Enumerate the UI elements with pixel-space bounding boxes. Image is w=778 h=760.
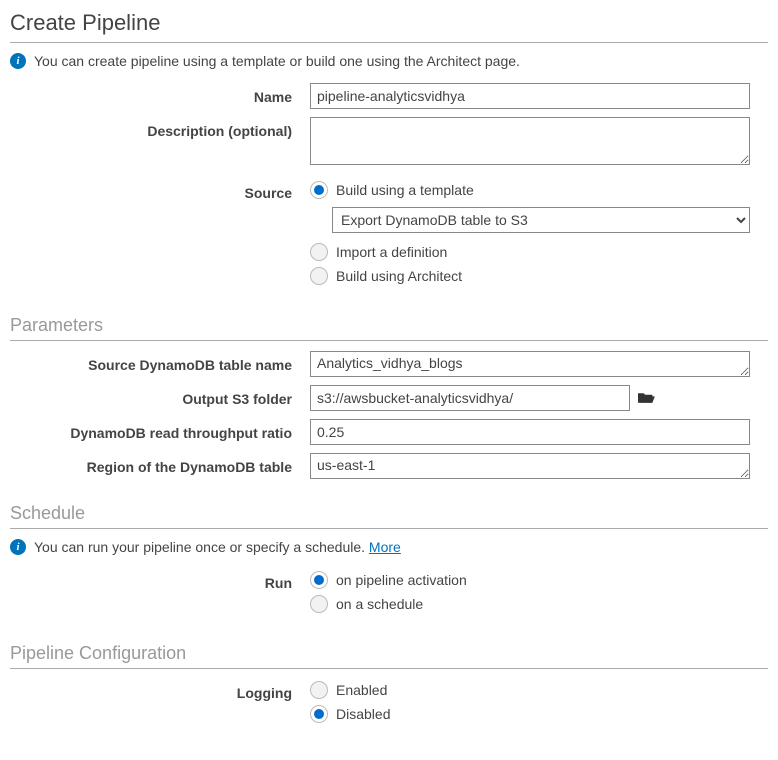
parameters-header: Parameters — [10, 315, 768, 336]
source-label: Source — [10, 179, 310, 291]
description-textarea[interactable] — [310, 117, 750, 165]
radio-icon — [310, 571, 328, 589]
schedule-header: Schedule — [10, 503, 768, 524]
schedule-info: i You can run your pipeline once or spec… — [10, 539, 768, 555]
param-throughput-label: DynamoDB read throughput ratio — [10, 419, 310, 445]
schedule-info-text: You can run your pipeline once or specif… — [34, 539, 369, 555]
config-header: Pipeline Configuration — [10, 643, 768, 664]
page-title: Create Pipeline — [10, 10, 768, 36]
source-radio-import[interactable]: Import a definition — [310, 243, 768, 261]
radio-label: on a schedule — [336, 596, 423, 612]
run-radio-schedule[interactable]: on a schedule — [310, 595, 768, 613]
radio-icon — [310, 681, 328, 699]
radio-label: Build using a template — [336, 182, 474, 198]
radio-icon — [310, 181, 328, 199]
more-link[interactable]: More — [369, 539, 401, 555]
param-output-input[interactable] — [310, 385, 630, 411]
info-icon: i — [10, 539, 26, 555]
radio-label: on pipeline activation — [336, 572, 467, 588]
run-radio-activation[interactable]: on pipeline activation — [310, 571, 768, 589]
info-banner: i You can create pipeline using a templa… — [10, 53, 768, 69]
description-label: Description (optional) — [10, 117, 310, 165]
divider — [10, 340, 768, 341]
divider — [10, 42, 768, 43]
radio-icon — [310, 267, 328, 285]
source-radio-architect[interactable]: Build using Architect — [310, 267, 768, 285]
radio-icon — [310, 705, 328, 723]
logging-radio-disabled[interactable]: Disabled — [310, 705, 768, 723]
param-region-input[interactable]: us-east-1 — [310, 453, 750, 479]
param-throughput-input[interactable] — [310, 419, 750, 445]
info-icon: i — [10, 53, 26, 69]
divider — [10, 528, 768, 529]
radio-label: Disabled — [336, 706, 390, 722]
info-text: You can create pipeline using a template… — [34, 53, 520, 69]
source-radio-template[interactable]: Build using a template — [310, 181, 768, 199]
name-label: Name — [10, 83, 310, 109]
param-output-label: Output S3 folder — [10, 385, 310, 411]
radio-label: Build using Architect — [336, 268, 462, 284]
param-region-label: Region of the DynamoDB table — [10, 453, 310, 479]
template-select[interactable]: Export DynamoDB table to S3 — [332, 207, 750, 233]
radio-icon — [310, 243, 328, 261]
divider — [10, 668, 768, 669]
folder-open-icon[interactable] — [636, 390, 656, 406]
logging-radio-enabled[interactable]: Enabled — [310, 681, 768, 699]
param-table-input[interactable]: Analytics_vidhya_blogs — [310, 351, 750, 377]
radio-label: Enabled — [336, 682, 387, 698]
name-input[interactable] — [310, 83, 750, 109]
radio-label: Import a definition — [336, 244, 447, 260]
param-table-label: Source DynamoDB table name — [10, 351, 310, 377]
logging-label: Logging — [10, 679, 310, 729]
run-label: Run — [10, 569, 310, 619]
radio-icon — [310, 595, 328, 613]
